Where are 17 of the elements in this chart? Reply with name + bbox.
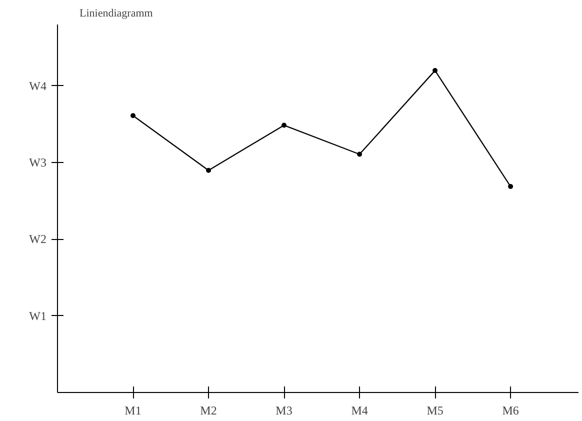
text: W2 <box>29 232 46 246</box>
text: W1 <box>29 308 46 323</box>
text: W3 <box>29 156 46 170</box>
chart-title: Liniendiagramm <box>80 8 154 20</box>
x-tick-label: M1 <box>124 404 142 418</box>
point <box>508 184 514 189</box>
x-tick-label: M4 <box>351 404 368 418</box>
point <box>282 122 287 128</box>
x-tick-label: M3 <box>276 404 292 418</box>
point <box>432 68 438 74</box>
x-tick-label: M6 <box>502 404 519 418</box>
x-tick-label: M2 <box>200 404 217 418</box>
point <box>357 152 362 157</box>
point <box>130 113 136 118</box>
x-tick-label: M5 <box>426 404 444 418</box>
text: W4 <box>29 78 46 93</box>
point <box>206 168 212 173</box>
